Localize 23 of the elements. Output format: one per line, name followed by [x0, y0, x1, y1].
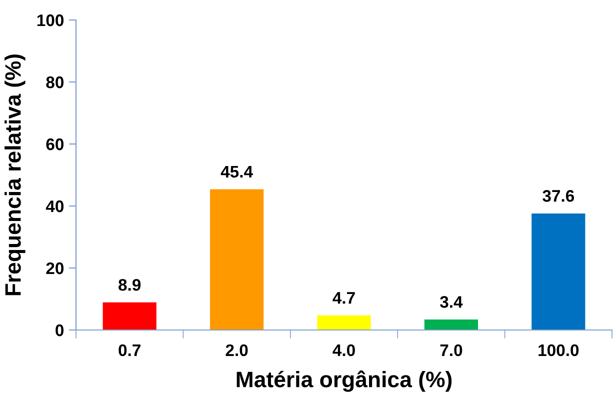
bar	[532, 213, 586, 330]
x-tick-label: 2.0	[226, 344, 248, 356]
y-tick-label: 40	[46, 200, 64, 212]
x-tick-label: 100.0	[538, 344, 579, 356]
y-tick-label: 20	[46, 262, 64, 274]
data-label: 8.9	[118, 278, 141, 291]
bar	[317, 315, 371, 330]
data-label: 37.6	[542, 190, 574, 202]
y-axis-title: Frequencia relativa (%)	[4, 54, 26, 296]
y-tick-label: 100	[37, 14, 64, 26]
x-axis-title: Matéria orgânica (%)	[236, 370, 452, 392]
y-tick-label: 80	[46, 76, 64, 88]
bar	[102, 302, 156, 330]
y-tick-label: 0	[56, 324, 64, 336]
data-label: 45.4	[220, 166, 253, 178]
x-tick-label: 7.0	[440, 344, 462, 356]
bar	[424, 319, 478, 330]
data-label: 3.4	[440, 296, 463, 308]
x-tick-label: 0.7	[118, 344, 140, 356]
bar	[210, 189, 264, 330]
y-tick-label: 60	[46, 138, 64, 150]
x-tick-label: 4.0	[332, 344, 355, 356]
data-label: 4.7	[332, 292, 355, 304]
